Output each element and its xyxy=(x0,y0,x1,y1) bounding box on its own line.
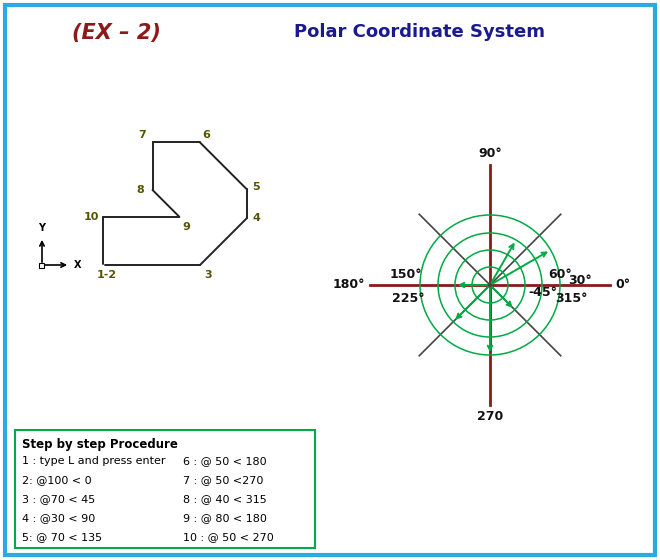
Text: 10: 10 xyxy=(83,212,99,222)
Text: 3 : @70 < 45: 3 : @70 < 45 xyxy=(22,494,95,504)
Text: 6: 6 xyxy=(202,130,210,141)
Text: 5: 5 xyxy=(252,183,259,193)
Text: 6 : @ 50 < 180: 6 : @ 50 < 180 xyxy=(183,456,267,466)
Text: 180°: 180° xyxy=(333,278,365,292)
Text: (EX – 2): (EX – 2) xyxy=(72,23,161,43)
Text: 4 : @30 < 90: 4 : @30 < 90 xyxy=(22,513,95,523)
Text: 30°: 30° xyxy=(568,273,592,287)
Text: 8 : @ 40 < 315: 8 : @ 40 < 315 xyxy=(183,494,267,504)
Text: 0°: 0° xyxy=(615,278,630,292)
Text: Y: Y xyxy=(38,223,46,233)
Text: 7 : @ 50 <270: 7 : @ 50 <270 xyxy=(183,475,263,485)
FancyBboxPatch shape xyxy=(5,5,655,555)
Text: -45°: -45° xyxy=(528,287,557,300)
Text: 10 : @ 50 < 270: 10 : @ 50 < 270 xyxy=(183,532,274,542)
Text: 150°: 150° xyxy=(389,268,422,282)
Text: 225°: 225° xyxy=(393,292,425,306)
Text: 1-2: 1-2 xyxy=(97,270,117,280)
Text: 7: 7 xyxy=(139,130,147,141)
FancyBboxPatch shape xyxy=(15,430,315,548)
Text: 9: 9 xyxy=(182,222,190,232)
Bar xyxy=(39,263,44,268)
Text: 8: 8 xyxy=(137,185,145,195)
Text: 5: @ 70 < 135: 5: @ 70 < 135 xyxy=(22,532,102,542)
Text: 1 : type L and press enter: 1 : type L and press enter xyxy=(22,456,166,466)
Text: 315°: 315° xyxy=(555,292,587,306)
Text: 90°: 90° xyxy=(478,147,502,160)
Text: 60°: 60° xyxy=(548,268,572,282)
Text: 2: @100 < 0: 2: @100 < 0 xyxy=(22,475,92,485)
Text: 4: 4 xyxy=(252,213,260,223)
Text: 270: 270 xyxy=(477,410,503,423)
Text: Step by step Procedure: Step by step Procedure xyxy=(22,438,178,451)
Text: 3: 3 xyxy=(204,270,212,280)
Text: Polar Coordinate System: Polar Coordinate System xyxy=(294,23,546,41)
Text: 9 : @ 80 < 180: 9 : @ 80 < 180 xyxy=(183,513,267,523)
Text: X: X xyxy=(74,260,81,270)
